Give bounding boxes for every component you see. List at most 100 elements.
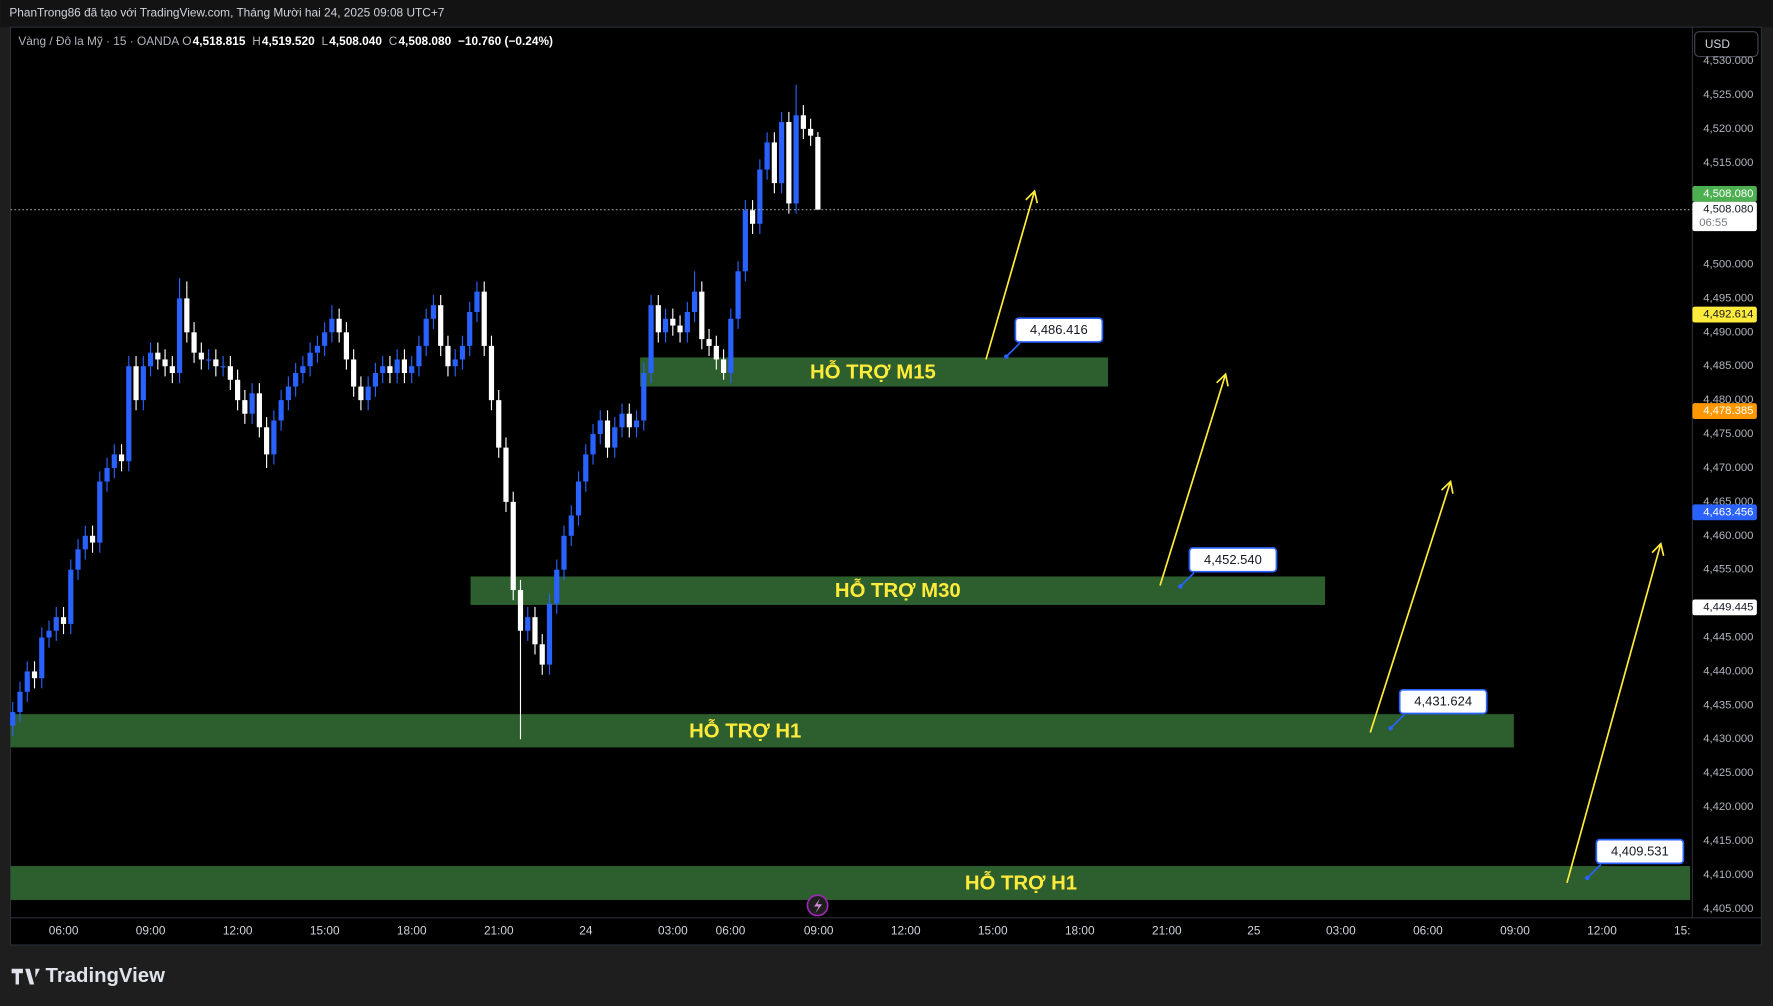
candle-body	[691, 291, 698, 312]
candle-body	[779, 122, 785, 184]
x-tick-label: 12:00	[223, 924, 253, 938]
currency-button[interactable]	[1694, 31, 1759, 58]
header-text: PhanTrong86 đã tạo với TradingView.com, …	[9, 6, 444, 20]
candle-body	[423, 318, 429, 346]
callout-box	[1188, 547, 1278, 573]
candle-body	[728, 318, 734, 374]
logo: TradingView	[11, 965, 166, 987]
ohlc-legend: O 4,518.815 H 4,519.520 L 4,508.040 C 4,508.080…	[182, 34, 553, 48]
candle-body	[539, 644, 545, 665]
candle-body	[800, 115, 806, 129]
header-bar	[0, 0, 1773, 28]
candle-body	[793, 115, 799, 204]
y-tick-label: 4,530.000	[1703, 55, 1753, 67]
candle-body	[532, 617, 538, 645]
candle-body	[720, 359, 727, 374]
countdown: 06:55	[1699, 217, 1727, 229]
callout-point	[1388, 725, 1393, 731]
logo-text: TradingView	[46, 965, 166, 987]
candle-body	[235, 379, 241, 401]
candle-body	[764, 142, 770, 170]
candle-body	[46, 630, 52, 638]
candle-body	[459, 345, 466, 360]
logo-mark	[11, 968, 40, 985]
x-tick-label: 25	[1247, 924, 1261, 938]
callout-label: 4,431.624	[1414, 694, 1472, 709]
y-tick-label: 4,420.000	[1703, 801, 1753, 813]
callout-label: 4,486.416	[1030, 322, 1088, 337]
callout-pointer	[1179, 572, 1195, 587]
candle-body	[249, 393, 255, 414]
candle-body	[75, 549, 81, 570]
candle-body	[372, 373, 379, 387]
lightning	[814, 898, 823, 914]
candle-body	[213, 359, 219, 367]
y-tick-label: 4,485.000	[1703, 360, 1753, 372]
x-tick-label: 03:00	[1326, 924, 1356, 938]
zone-label: HỖ TRỢ M15	[810, 359, 936, 383]
x-tick-label: 12:00	[1587, 924, 1617, 938]
candle-body	[53, 617, 59, 631]
y-tick-label: 4,410.000	[1703, 869, 1753, 881]
candle-body	[757, 169, 763, 224]
chart-panel	[9, 26, 1762, 946]
arrow-head	[1025, 189, 1039, 204]
support-zone	[10, 714, 1514, 748]
y-tick-label: 4,415.000	[1703, 835, 1753, 847]
callout-label: 4,452.540	[1204, 552, 1262, 567]
candle-body	[590, 434, 596, 455]
y-tick-label: 4,405.000	[1703, 903, 1753, 915]
candle-body	[322, 332, 328, 346]
x-tick-label: 06:00	[1413, 924, 1443, 938]
candle-body	[140, 366, 146, 401]
candle-body	[648, 305, 654, 374]
candle-body	[358, 386, 364, 401]
y-tick-label: 4,525.000	[1703, 89, 1753, 101]
candle-body	[314, 345, 320, 353]
change: −10.760 (−0.24%)	[458, 34, 553, 48]
x-tick-label: 09:00	[804, 924, 834, 938]
candle-body	[430, 305, 437, 319]
x-tick-label: 21:00	[484, 924, 514, 938]
candle-body	[655, 305, 661, 333]
x-tick-label: 21:00	[1152, 924, 1182, 938]
y-tick-label: 4,440.000	[1703, 665, 1753, 677]
y-tick-label: 4,455.000	[1703, 564, 1753, 576]
y-tick-label: 4,470.000	[1703, 462, 1753, 474]
callout-point	[1178, 584, 1183, 589]
candle-body	[416, 345, 422, 367]
ohlc-key: C	[389, 34, 398, 48]
candle-body	[380, 366, 386, 374]
candle-body	[104, 467, 110, 482]
ohlc-key: H	[252, 34, 261, 48]
y-tick-label: 4,495.000	[1703, 292, 1753, 304]
candle-body	[387, 366, 393, 374]
support-zone	[10, 866, 1691, 900]
candle-body	[242, 400, 248, 414]
ohlc-value: 4,508.040	[329, 34, 382, 48]
candle-body	[604, 420, 611, 448]
candle-body	[162, 359, 168, 367]
x-tick-label: 12:00	[891, 924, 921, 938]
callout-box	[1595, 838, 1685, 865]
x-tick-label: 15:	[1674, 924, 1691, 938]
candle-body	[583, 454, 589, 482]
ohlc-key: L	[321, 34, 328, 48]
candle-body	[517, 590, 524, 631]
candle-body	[401, 359, 408, 374]
candle-body	[176, 298, 183, 374]
candle-body	[771, 142, 777, 184]
arrow-shaft	[1369, 481, 1452, 733]
support-zone	[640, 357, 1109, 387]
candle-body	[285, 386, 291, 401]
candle-body	[10, 712, 16, 726]
arrow-head	[1216, 372, 1229, 387]
candle-body	[670, 318, 676, 326]
candle-body	[641, 373, 647, 421]
candle-body	[749, 210, 756, 224]
candle-body	[24, 671, 30, 692]
candle-body	[365, 386, 371, 401]
callout-label: 4,409.531	[1611, 844, 1669, 859]
candle-body	[278, 400, 284, 421]
symbol: Vàng / Đô la Mỹ · 15 · OANDA	[18, 34, 179, 48]
